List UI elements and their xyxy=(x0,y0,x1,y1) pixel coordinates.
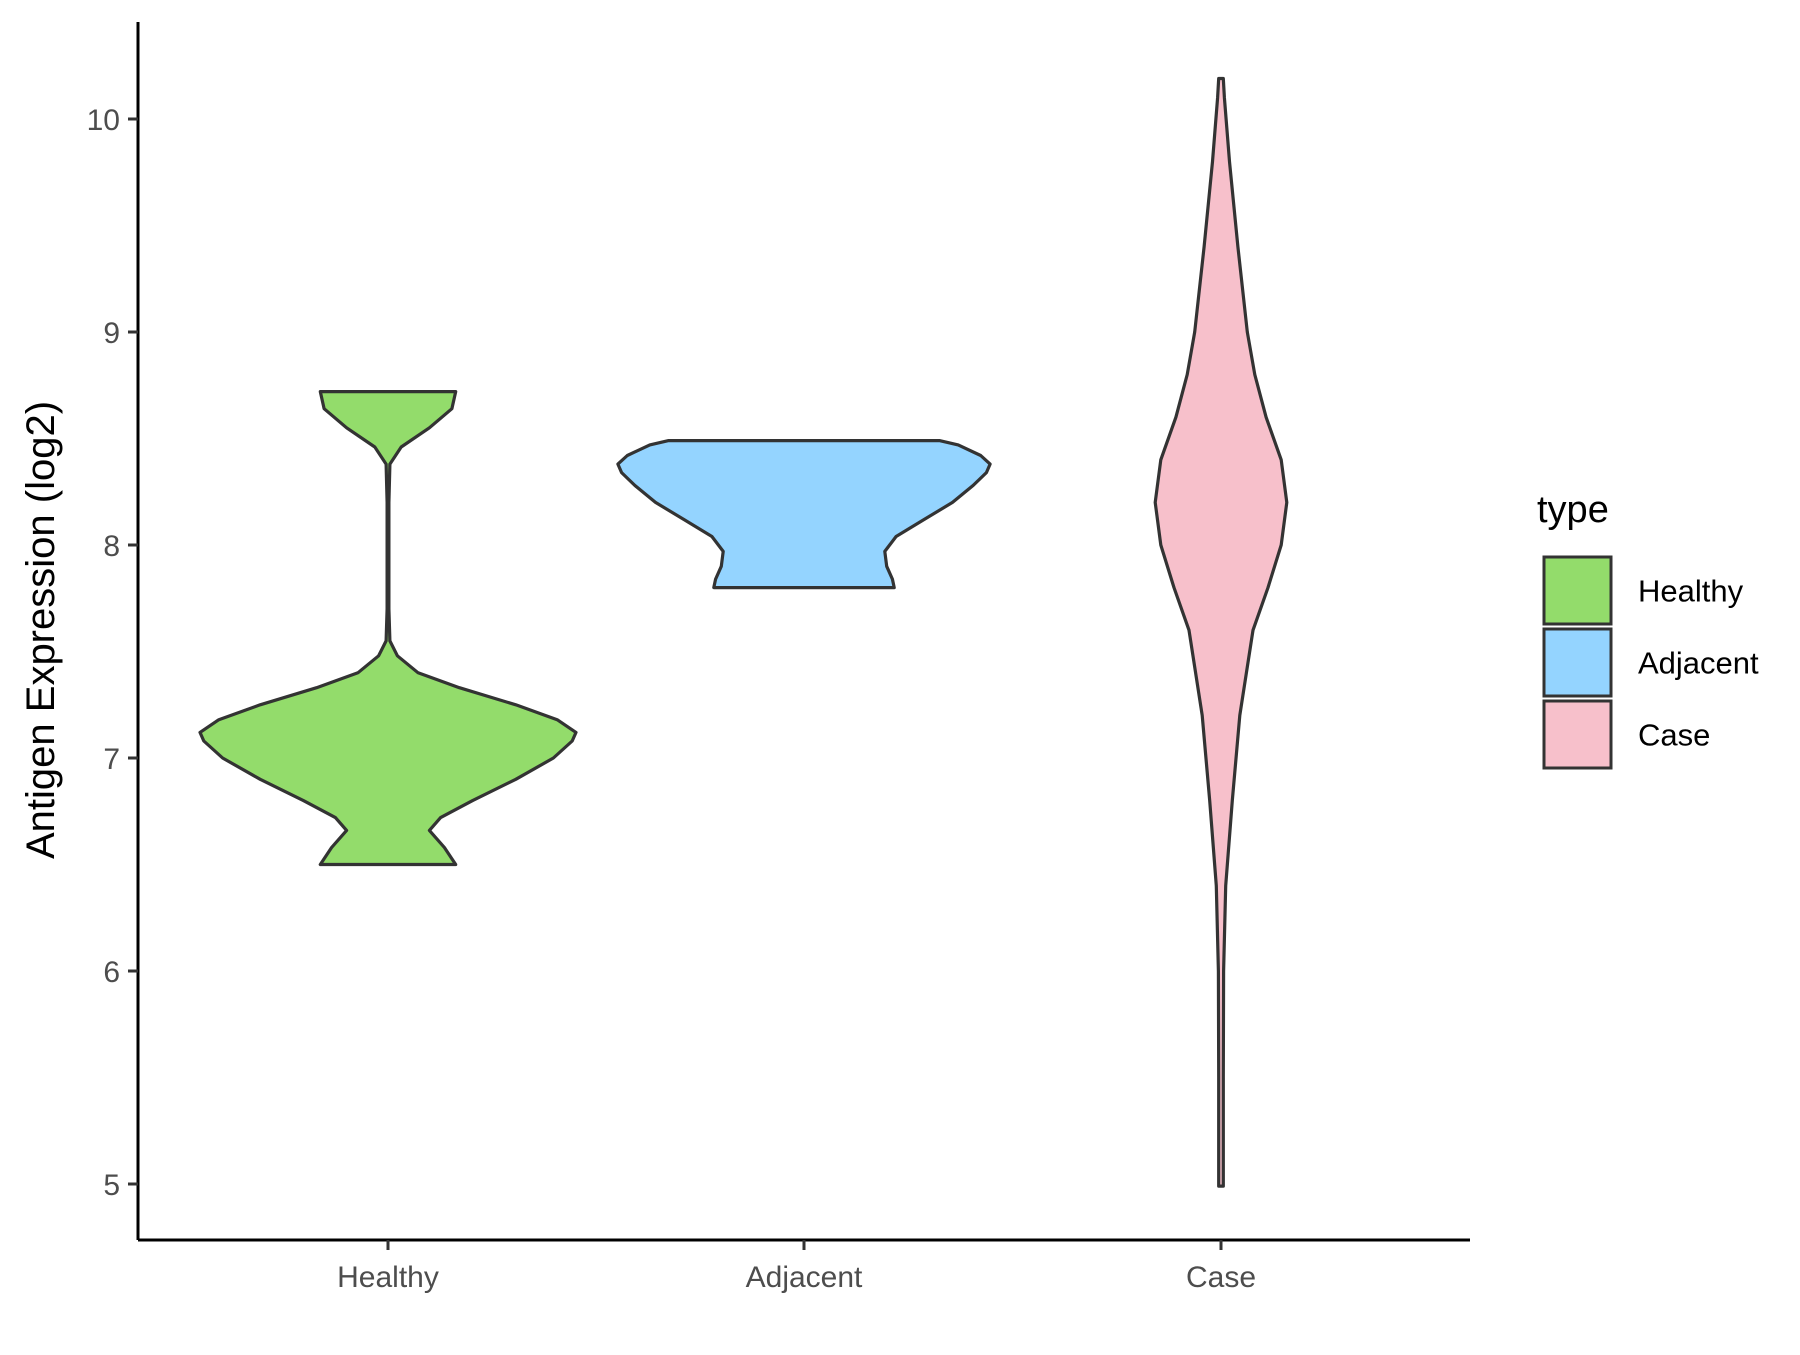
violin-healthy xyxy=(198,390,578,867)
violin-adjacent xyxy=(616,439,992,590)
legend-label-adjacent: Adjacent xyxy=(1638,646,1759,681)
legend-title: type xyxy=(1537,489,1609,531)
y-tick-label: 10 xyxy=(87,104,120,137)
y-tick-label: 5 xyxy=(103,1169,120,1202)
axes-layer: 5 6 7 8 9 10 Healthy Adjacent Case xyxy=(87,22,1470,1294)
x-tick-label: Adjacent xyxy=(746,1261,863,1294)
violins-layer xyxy=(198,76,1289,1188)
legend-key-adjacent xyxy=(1542,627,1613,698)
legend-label-case: Case xyxy=(1638,718,1710,753)
x-tick-label: Case xyxy=(1186,1261,1256,1294)
x-tick-label: Healthy xyxy=(337,1261,439,1294)
legend: type Healthy Adjacent Case xyxy=(1537,489,1759,770)
legend-label-healthy: Healthy xyxy=(1638,574,1744,609)
y-tick-label: 8 xyxy=(103,530,120,563)
y-tick-label: 6 xyxy=(103,956,120,989)
legend-key-healthy xyxy=(1542,555,1613,626)
legend-key-case xyxy=(1542,699,1613,770)
y-tick-label: 9 xyxy=(103,317,120,350)
y-tick-label: 7 xyxy=(103,743,120,776)
violin-case xyxy=(1153,76,1289,1188)
y-axis-title: Antigen Expression (log2) xyxy=(19,401,63,859)
